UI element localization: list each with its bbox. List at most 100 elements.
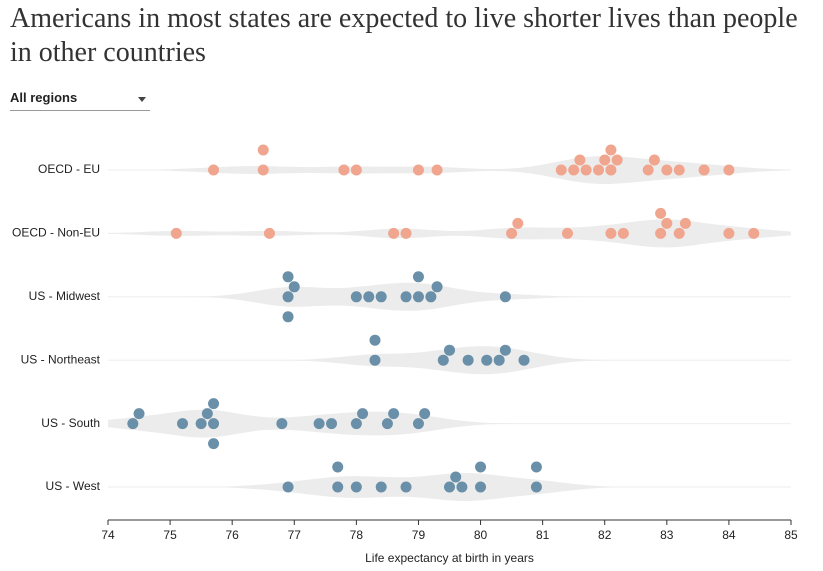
- data-point: [723, 227, 735, 239]
- x-tick-label: 81: [536, 528, 550, 542]
- data-point: [512, 217, 524, 229]
- x-tick-label: 80: [474, 528, 488, 542]
- x-tick-label: 76: [226, 528, 240, 542]
- data-point: [661, 164, 673, 176]
- data-point: [655, 207, 667, 219]
- dropdown-arrow[interactable]: [138, 97, 146, 102]
- data-point: [332, 461, 344, 473]
- data-point: [412, 164, 424, 176]
- data-point: [400, 227, 412, 239]
- data-point: [580, 164, 592, 176]
- data-point: [195, 418, 207, 430]
- data-point: [593, 164, 605, 176]
- x-tick-label: 79: [412, 528, 426, 542]
- data-point: [263, 227, 275, 239]
- data-point: [642, 164, 654, 176]
- data-point: [332, 481, 344, 493]
- violin: [108, 219, 791, 248]
- x-tick-label: 74: [101, 528, 115, 542]
- data-point: [655, 227, 667, 239]
- data-point: [518, 354, 530, 366]
- region-dropdown[interactable]: All regions: [10, 90, 150, 111]
- data-point: [288, 281, 300, 293]
- data-point: [611, 154, 623, 166]
- data-point: [475, 461, 487, 473]
- data-point: [661, 217, 673, 229]
- data-point: [555, 164, 567, 176]
- data-point: [369, 354, 381, 366]
- row-label: OECD - Non-EU: [12, 226, 100, 240]
- title: Americans in most states are expected to…: [10, 3, 798, 68]
- data-point: [599, 154, 611, 166]
- x-tick-label: 78: [350, 528, 364, 542]
- row-label: US - Northeast: [21, 352, 101, 366]
- data-point: [208, 164, 220, 176]
- data-point: [530, 481, 542, 493]
- data-point: [499, 344, 511, 356]
- row-label: US - Midwest: [29, 289, 101, 303]
- data-point: [605, 144, 617, 156]
- data-point: [444, 481, 455, 493]
- data-point: [437, 354, 449, 366]
- data-point: [350, 291, 362, 303]
- data-point: [208, 438, 220, 450]
- data-point: [326, 418, 338, 430]
- dropdown-label[interactable]: All regions: [10, 90, 78, 105]
- data-point: [350, 164, 362, 176]
- data-point: [412, 291, 424, 303]
- data-point: [530, 461, 542, 473]
- violin: [108, 346, 791, 375]
- data-point: [679, 217, 691, 229]
- data-point: [568, 164, 580, 176]
- data-point: [456, 481, 468, 493]
- data-point: [170, 227, 182, 239]
- data-point: [431, 164, 443, 176]
- data-point: [499, 291, 511, 303]
- x-tick-label: 75: [163, 528, 177, 542]
- data-point: [350, 481, 362, 493]
- row-label: OECD - EU: [38, 162, 100, 176]
- data-point: [257, 144, 269, 156]
- x-tick-label: 85: [784, 528, 798, 542]
- data-point: [282, 311, 294, 323]
- x-axis-label: Life expectancy at birth in years: [365, 551, 534, 565]
- data-point: [375, 481, 387, 493]
- x-tick-label: 77: [288, 528, 302, 542]
- data-point: [419, 408, 431, 420]
- data-point: [369, 334, 381, 346]
- data-point: [282, 481, 294, 493]
- row-label: US - South: [41, 416, 100, 430]
- data-point: [276, 418, 288, 430]
- data-point: [462, 354, 474, 366]
- data-point: [338, 164, 350, 176]
- data-point: [177, 418, 189, 430]
- data-point: [450, 471, 462, 483]
- data-point: [748, 227, 760, 239]
- data-point: [574, 154, 586, 166]
- data-point: [673, 164, 685, 176]
- data-point: [400, 481, 412, 493]
- data-point: [648, 154, 660, 166]
- row-label: US - West: [46, 479, 101, 493]
- data-point: [388, 227, 400, 239]
- x-tick-label: 82: [598, 528, 612, 542]
- data-point: [400, 291, 412, 303]
- x-tick-label: 83: [660, 528, 674, 542]
- data-point: [412, 271, 424, 283]
- data-point: [481, 354, 493, 366]
- data-point: [282, 271, 294, 283]
- violin: [108, 409, 791, 438]
- data-point: [357, 408, 369, 420]
- data-point: [561, 227, 573, 239]
- data-point: [282, 291, 294, 303]
- data-point: [350, 418, 362, 430]
- x-tick-label: 84: [722, 528, 736, 542]
- data-point: [475, 481, 487, 493]
- data-point: [375, 291, 387, 303]
- data-point: [208, 398, 220, 410]
- data-point: [617, 227, 629, 239]
- data-point: [133, 408, 145, 420]
- data-point: [698, 164, 710, 176]
